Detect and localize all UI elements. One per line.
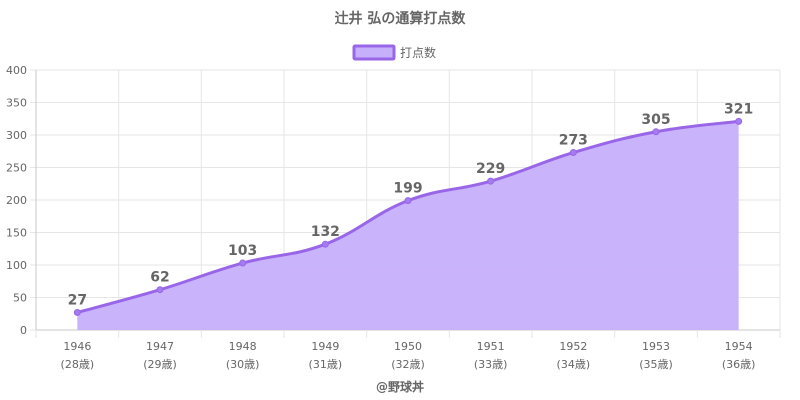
data-point bbox=[569, 149, 577, 157]
y-tick-label: 50 bbox=[13, 292, 27, 305]
data-point bbox=[239, 259, 247, 267]
data-point bbox=[652, 128, 660, 136]
x-tick-sublabel: (33歳) bbox=[474, 358, 508, 371]
y-tick-label: 350 bbox=[6, 97, 27, 110]
x-tick-label: 1954 bbox=[725, 340, 753, 353]
data-label: 305 bbox=[641, 112, 670, 128]
x-tick-label: 1951 bbox=[477, 340, 505, 353]
data-label: 199 bbox=[393, 181, 422, 197]
y-tick-label: 100 bbox=[6, 259, 27, 272]
x-tick-label: 1950 bbox=[394, 340, 422, 353]
x-tick-sublabel: (34歳) bbox=[557, 358, 591, 371]
chart-title: 辻井 弘の通算打点数 bbox=[335, 10, 467, 27]
y-tick-label: 250 bbox=[6, 162, 27, 175]
data-label: 27 bbox=[68, 292, 87, 308]
data-point bbox=[321, 240, 329, 248]
data-point bbox=[73, 308, 81, 316]
legend-label: 打点数 bbox=[400, 45, 436, 60]
data-point bbox=[735, 117, 743, 125]
data-label: 62 bbox=[150, 270, 169, 286]
data-label: 132 bbox=[311, 224, 340, 240]
data-label: 229 bbox=[476, 161, 505, 177]
y-tick-label: 150 bbox=[6, 227, 27, 240]
x-tick-sublabel: (36歳) bbox=[722, 358, 756, 371]
x-tick-sublabel: (29歳) bbox=[143, 358, 177, 371]
x-tick-sublabel: (31歳) bbox=[309, 358, 343, 371]
x-tick-sublabel: (32歳) bbox=[391, 358, 425, 371]
data-labels: 27 62 103 132 199 229 273 305 321 bbox=[68, 101, 754, 308]
data-label: 321 bbox=[724, 101, 753, 117]
data-point bbox=[156, 286, 164, 294]
data-point bbox=[487, 177, 495, 185]
x-tick-sublabel: (28歳) bbox=[61, 358, 95, 371]
y-tick-label: 400 bbox=[6, 64, 27, 77]
data-label: 103 bbox=[228, 243, 257, 259]
x-tick-label: 1953 bbox=[642, 340, 670, 353]
data-point bbox=[404, 197, 412, 205]
x-tick-label: 1948 bbox=[229, 340, 257, 353]
legend-swatch bbox=[352, 44, 396, 61]
axes: 0 50 100 150 200 250 300 350 400 1946 (28歳) 1947 (29… bbox=[6, 64, 755, 371]
area-fill bbox=[77, 121, 739, 330]
x-tick-sublabel: (30歳) bbox=[226, 358, 260, 371]
x-tick-label: 1946 bbox=[63, 340, 91, 353]
data-label: 273 bbox=[559, 133, 588, 149]
footer-credit: @野球丼 bbox=[376, 379, 424, 394]
x-tick-label: 1952 bbox=[559, 340, 587, 353]
x-tick-label: 1949 bbox=[311, 340, 339, 353]
legend[interactable]: 打点数 bbox=[352, 44, 436, 61]
y-tick-label: 200 bbox=[6, 194, 27, 207]
y-tick-label: 0 bbox=[20, 324, 27, 337]
y-tick-label: 300 bbox=[6, 129, 27, 142]
x-tick-label: 1947 bbox=[146, 340, 174, 353]
series-area bbox=[73, 117, 743, 330]
x-tick-sublabel: (35歳) bbox=[639, 358, 673, 371]
